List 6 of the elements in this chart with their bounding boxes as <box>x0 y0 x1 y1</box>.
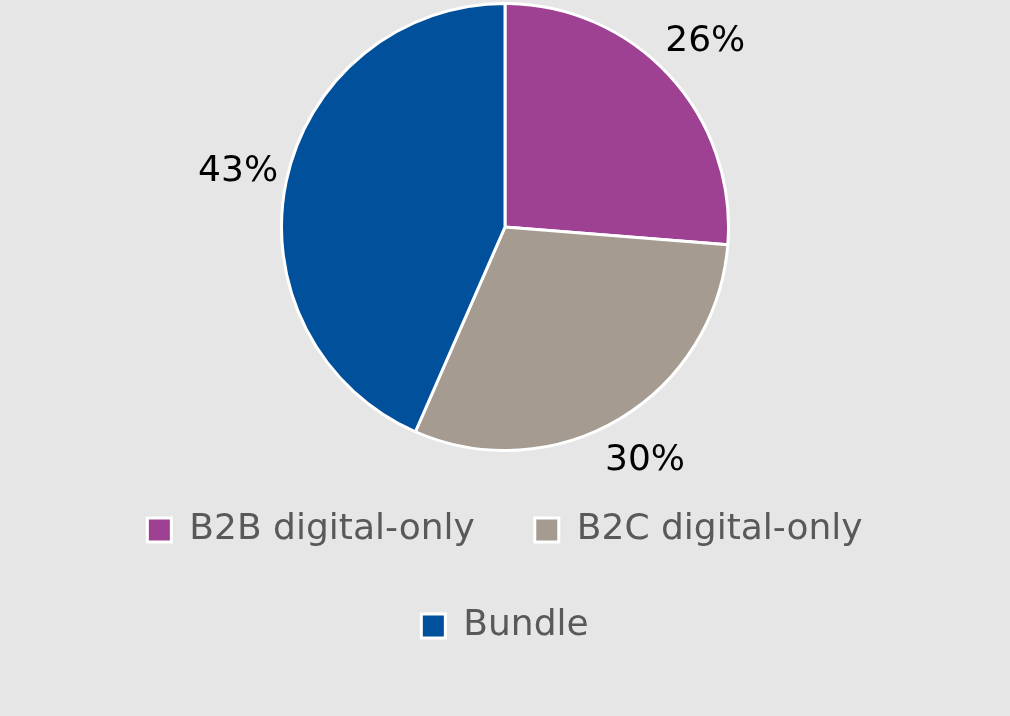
data-label: 30% <box>605 437 686 479</box>
legend-label: B2C digital-only <box>576 506 863 548</box>
legend-label: Bundle <box>463 602 589 644</box>
data-label: 43% <box>198 147 279 189</box>
legend-label: B2B digital-only <box>189 506 475 548</box>
data-label: 26% <box>665 18 746 60</box>
